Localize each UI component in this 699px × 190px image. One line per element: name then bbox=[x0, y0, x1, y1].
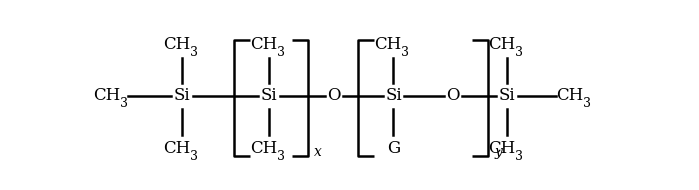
Text: CH: CH bbox=[163, 140, 190, 157]
Text: 3: 3 bbox=[401, 46, 410, 59]
Text: 3: 3 bbox=[190, 46, 198, 59]
Text: 3: 3 bbox=[277, 46, 284, 59]
Text: CH: CH bbox=[163, 36, 190, 53]
Text: G: G bbox=[387, 140, 400, 157]
Text: CH: CH bbox=[556, 87, 583, 105]
Text: 3: 3 bbox=[515, 46, 523, 59]
Text: CH: CH bbox=[250, 36, 277, 53]
Text: CH: CH bbox=[488, 140, 515, 157]
Text: O: O bbox=[446, 87, 460, 105]
Text: x: x bbox=[315, 145, 322, 158]
Text: 3: 3 bbox=[120, 97, 128, 111]
Text: Si: Si bbox=[499, 87, 516, 105]
Text: Si: Si bbox=[174, 87, 191, 105]
Text: O: O bbox=[327, 87, 340, 105]
Text: 3: 3 bbox=[277, 150, 284, 163]
Text: Si: Si bbox=[261, 87, 278, 105]
Text: CH: CH bbox=[93, 87, 120, 105]
Text: 3: 3 bbox=[583, 97, 591, 111]
Text: CH: CH bbox=[488, 36, 515, 53]
Text: CH: CH bbox=[250, 140, 277, 157]
Text: y: y bbox=[495, 145, 503, 158]
Text: CH: CH bbox=[375, 36, 402, 53]
Text: 3: 3 bbox=[515, 150, 523, 163]
Text: 3: 3 bbox=[190, 150, 198, 163]
Text: Si: Si bbox=[385, 87, 402, 105]
